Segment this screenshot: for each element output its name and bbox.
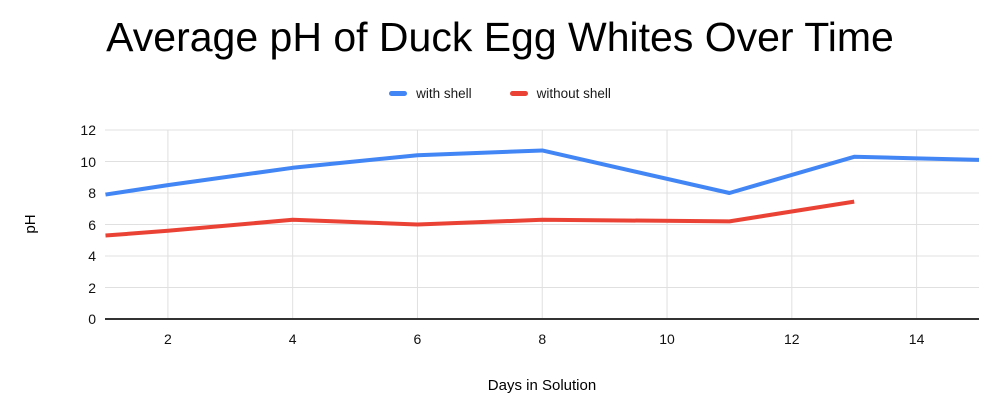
chart-title: Average pH of Duck Egg Whites Over Time xyxy=(106,14,894,60)
x-tick-label: 8 xyxy=(538,331,547,347)
y-tick-label: 0 xyxy=(88,311,96,327)
legend-label-with-shell: with shell xyxy=(416,85,472,101)
legend-item-without-shell[interactable]: without shell xyxy=(509,85,611,101)
legend-swatch-without-shell-icon xyxy=(509,90,528,96)
legend-label-without-shell: without shell xyxy=(536,85,611,101)
x-tick-label: 6 xyxy=(413,331,422,347)
legend: with shell without shell xyxy=(0,83,1000,103)
gridlines xyxy=(105,129,979,320)
y-tick-label: 6 xyxy=(88,216,96,233)
y-tick-label: 4 xyxy=(88,248,96,264)
y-axis-title: pH xyxy=(21,214,39,234)
y-tick-label: 2 xyxy=(88,279,96,296)
y-tick-label: 10 xyxy=(80,153,96,170)
series-line-with-shell[interactable] xyxy=(105,148,980,197)
x-axis-title: Days in Solution xyxy=(487,377,597,394)
x-tick-label: 12 xyxy=(784,331,800,347)
legend-item-with-shell[interactable]: with shell xyxy=(389,86,472,101)
series-line-without-shell[interactable] xyxy=(105,199,855,238)
x-tick-label: 2 xyxy=(163,331,172,347)
y-tick-label: 8 xyxy=(88,185,96,201)
x-tick-label: 10 xyxy=(659,331,675,347)
x-tick-label: 14 xyxy=(908,331,925,347)
y-tick-label: 12 xyxy=(80,122,96,138)
legend-swatch-with-shell-icon xyxy=(389,90,408,96)
x-tick-label: 4 xyxy=(288,331,297,347)
